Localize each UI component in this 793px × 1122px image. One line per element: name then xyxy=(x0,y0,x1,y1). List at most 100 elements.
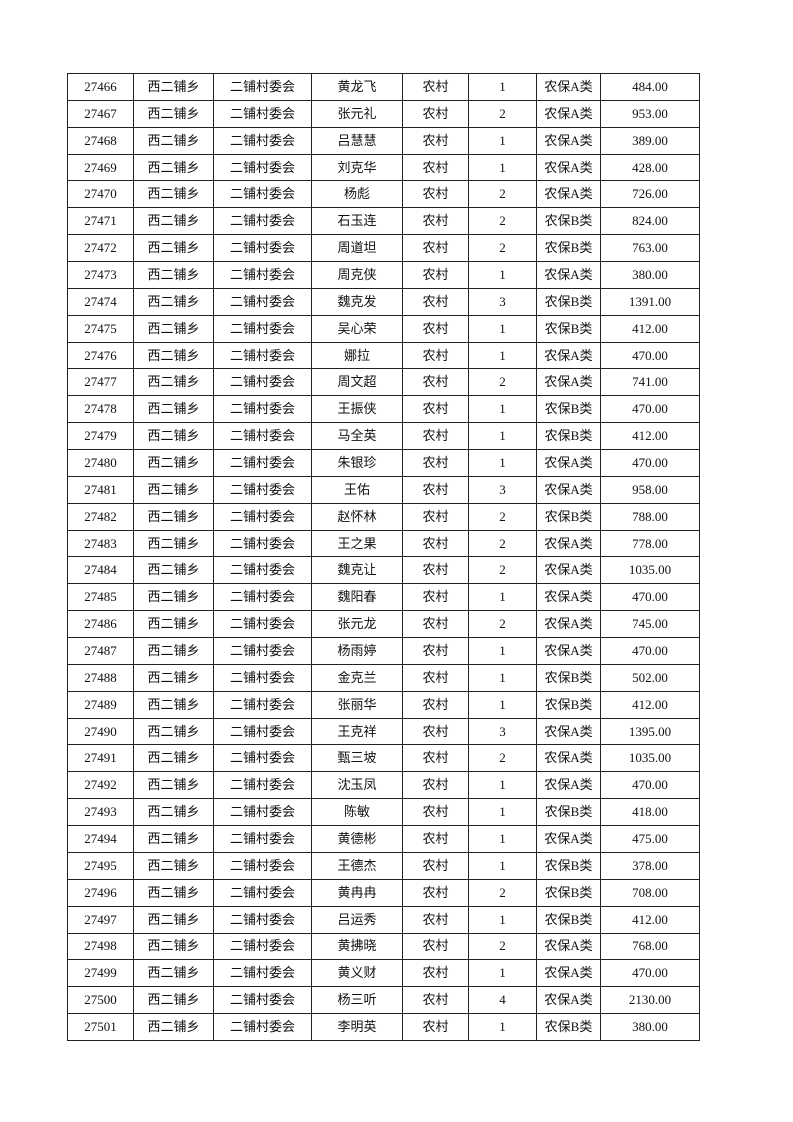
person-name-cell: 王克祥 xyxy=(311,717,403,746)
village-committee-cell: 二铺村委会 xyxy=(213,207,312,236)
insurance-category-cell: 农保B类 xyxy=(536,798,601,827)
table-row: 27472 西二铺乡 二铺村委会 周道坦 农村 2 农保B类 763.00 xyxy=(67,234,700,263)
residence-type-cell: 农村 xyxy=(402,744,469,773)
township-cell: 西二铺乡 xyxy=(133,502,214,531)
person-name-cell: 赵怀林 xyxy=(311,502,403,531)
household-count-cell: 1 xyxy=(468,422,537,451)
row-number-cell: 27472 xyxy=(67,234,134,263)
residence-type-cell: 农村 xyxy=(402,126,469,155)
residence-type-cell: 农村 xyxy=(402,959,469,988)
table-row: 27497 西二铺乡 二铺村委会 吕运秀 农村 1 农保B类 412.00 xyxy=(67,905,700,934)
insurance-category-cell: 农保B类 xyxy=(536,207,601,236)
row-number-cell: 27489 xyxy=(67,690,134,719)
residence-type-cell: 农村 xyxy=(402,878,469,907)
table-row: 27478 西二铺乡 二铺村委会 王振侠 农村 1 农保B类 470.00 xyxy=(67,395,700,424)
residence-type-cell: 农村 xyxy=(402,449,469,477)
township-cell: 西二铺乡 xyxy=(133,556,214,585)
amount-cell: 953.00 xyxy=(600,99,700,128)
row-number-cell: 27466 xyxy=(67,73,134,101)
insurance-category-cell: 农保A类 xyxy=(536,368,601,397)
amount-cell: 470.00 xyxy=(600,341,700,370)
insurance-category-cell: 农保A类 xyxy=(536,153,601,182)
residence-type-cell: 农村 xyxy=(402,851,469,880)
table-row: 27480 西二铺乡 二铺村委会 朱银珍 农村 1 农保A类 470.00 xyxy=(67,449,700,477)
row-number-cell: 27480 xyxy=(67,449,134,477)
table-row: 27471 西二铺乡 二铺村委会 石玉连 农村 2 农保B类 824.00 xyxy=(67,207,700,236)
amount-cell: 824.00 xyxy=(600,207,700,236)
village-committee-cell: 二铺村委会 xyxy=(213,878,312,907)
amount-cell: 470.00 xyxy=(600,959,700,988)
village-committee-cell: 二铺村委会 xyxy=(213,314,312,343)
person-name-cell: 魏克发 xyxy=(311,287,403,316)
household-count-cell: 1 xyxy=(468,153,537,182)
amount-cell: 412.00 xyxy=(600,905,700,934)
household-count-cell: 2 xyxy=(468,878,537,907)
village-committee-cell: 二铺村委会 xyxy=(213,153,312,182)
amount-cell: 726.00 xyxy=(600,180,700,209)
household-count-cell: 1 xyxy=(468,637,537,665)
table-row: 27496 西二铺乡 二铺村委会 黄冉冉 农村 2 农保B类 708.00 xyxy=(67,878,700,907)
insurance-category-cell: 农保A类 xyxy=(536,744,601,773)
person-name-cell: 甄三坡 xyxy=(311,744,403,773)
insurance-category-cell: 农保A类 xyxy=(536,180,601,209)
village-committee-cell: 二铺村委会 xyxy=(213,798,312,827)
table-body: 27466 西二铺乡 二铺村委会 黄龙飞 农村 1 农保A类 484.00 27467 西二铺乡二… xyxy=(67,73,700,1041)
insurance-category-cell: 农保A类 xyxy=(536,932,601,961)
township-cell: 西二铺乡 xyxy=(133,1013,214,1041)
household-count-cell: 2 xyxy=(468,234,537,263)
data-table: 27466 西二铺乡 二铺村委会 黄龙飞 农村 1 农保A类 484.00 27467 西二铺乡二… xyxy=(67,73,700,1041)
person-name-cell: 王之果 xyxy=(311,529,403,558)
insurance-category-cell: 农保A类 xyxy=(536,610,601,639)
insurance-category-cell: 农保A类 xyxy=(536,99,601,128)
person-name-cell: 张元龙 xyxy=(311,610,403,639)
household-count-cell: 2 xyxy=(468,502,537,531)
village-committee-cell: 二铺村委会 xyxy=(213,610,312,639)
row-number-cell: 27501 xyxy=(67,1013,134,1041)
person-name-cell: 杨彪 xyxy=(311,180,403,209)
household-count-cell: 1 xyxy=(468,771,537,800)
township-cell: 西二铺乡 xyxy=(133,395,214,424)
row-number-cell: 27481 xyxy=(67,475,134,504)
household-count-cell: 1 xyxy=(468,959,537,988)
village-committee-cell: 二铺村委会 xyxy=(213,234,312,263)
amount-cell: 470.00 xyxy=(600,637,700,665)
household-count-cell: 2 xyxy=(468,932,537,961)
row-number-cell: 27482 xyxy=(67,502,134,531)
household-count-cell: 2 xyxy=(468,744,537,773)
village-committee-cell: 二铺村委会 xyxy=(213,905,312,934)
residence-type-cell: 农村 xyxy=(402,825,469,853)
village-committee-cell: 二铺村委会 xyxy=(213,663,312,692)
household-count-cell: 2 xyxy=(468,529,537,558)
insurance-category-cell: 农保A类 xyxy=(536,717,601,746)
person-name-cell: 周文超 xyxy=(311,368,403,397)
insurance-category-cell: 农保B类 xyxy=(536,502,601,531)
township-cell: 西二铺乡 xyxy=(133,449,214,477)
township-cell: 西二铺乡 xyxy=(133,207,214,236)
household-count-cell: 1 xyxy=(468,261,537,289)
township-cell: 西二铺乡 xyxy=(133,99,214,128)
amount-cell: 2130.00 xyxy=(600,986,700,1015)
village-committee-cell: 二铺村委会 xyxy=(213,583,312,612)
township-cell: 西二铺乡 xyxy=(133,932,214,961)
table-row: 27482 西二铺乡 二铺村委会 赵怀林 农村 2 农保B类 788.00 xyxy=(67,502,700,531)
residence-type-cell: 农村 xyxy=(402,180,469,209)
table-row: 27500 西二铺乡 二铺村委会 杨三听 农村 4 农保A类 2130.00 xyxy=(67,986,700,1015)
township-cell: 西二铺乡 xyxy=(133,153,214,182)
household-count-cell: 2 xyxy=(468,99,537,128)
amount-cell: 428.00 xyxy=(600,153,700,182)
household-count-cell: 1 xyxy=(468,314,537,343)
person-name-cell: 吕慧慧 xyxy=(311,126,403,155)
table-row: 27467 西二铺乡 二铺村委会 张元礼 农村 2 农保A类 953.00 xyxy=(67,99,700,128)
table-row: 27473 西二铺乡 二铺村委会 周克侠 农村 1 农保A类 380.00 xyxy=(67,261,700,289)
table-row: 27469 西二铺乡 二铺村委会 刘克华 农村 1 农保A类 428.00 xyxy=(67,153,700,182)
row-number-cell: 27500 xyxy=(67,986,134,1015)
amount-cell: 1391.00 xyxy=(600,287,700,316)
table-row: 27499 西二铺乡 二铺村委会 黄义财 农村 1 农保A类 470.00 xyxy=(67,959,700,988)
row-number-cell: 27475 xyxy=(67,314,134,343)
household-count-cell: 1 xyxy=(468,126,537,155)
insurance-category-cell: 农保B类 xyxy=(536,395,601,424)
insurance-category-cell: 农保B类 xyxy=(536,878,601,907)
residence-type-cell: 农村 xyxy=(402,583,469,612)
insurance-category-cell: 农保B类 xyxy=(536,1013,601,1041)
household-count-cell: 2 xyxy=(468,180,537,209)
